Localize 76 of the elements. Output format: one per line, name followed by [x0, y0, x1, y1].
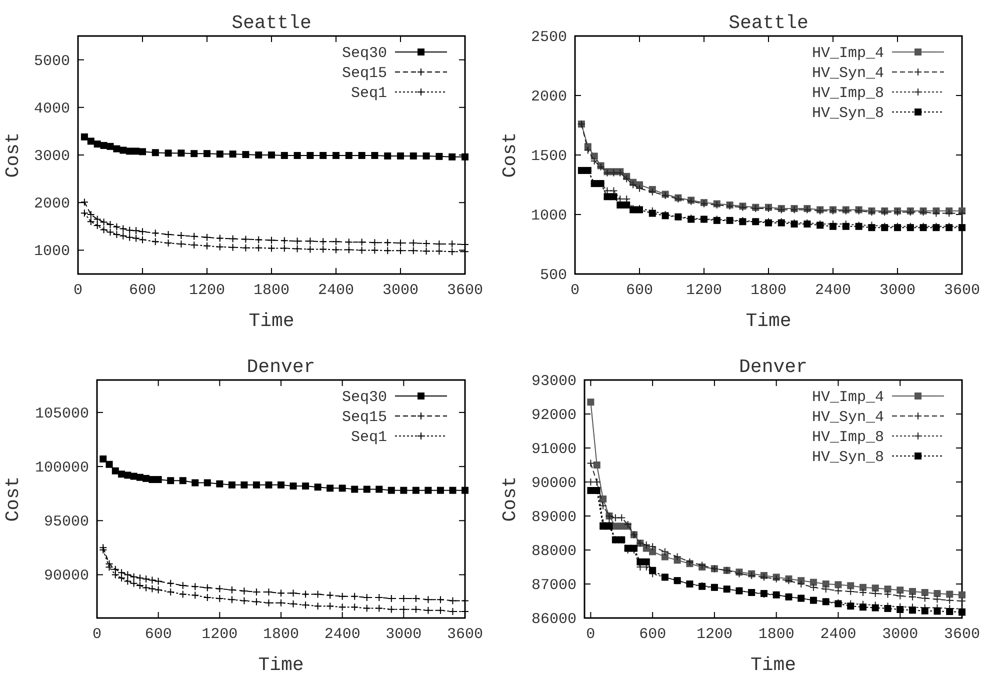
- x-axis-title: Time: [750, 654, 796, 676]
- legend-label: Seq1: [350, 85, 387, 102]
- y-tick-label: 92000: [531, 407, 576, 424]
- x-tick-label: 1800: [253, 282, 290, 299]
- y-tick-label: 100000: [34, 460, 89, 477]
- chart-title: Denver: [246, 356, 316, 378]
- y-tick-label: 2000: [530, 88, 567, 106]
- x-tick-label: 2400: [820, 626, 856, 643]
- y-tick-label: 1000: [530, 208, 567, 224]
- legend-label: HV_Syn_4: [812, 65, 884, 82]
- x-tick-label: 2400: [814, 282, 852, 299]
- y-tick-label: 90000: [44, 568, 89, 585]
- x-tick-label: 1200: [686, 282, 722, 299]
- y-tick-label: 91000: [531, 441, 576, 458]
- y-tick-label: 3000: [34, 148, 70, 165]
- y-tick-label: 87000: [531, 577, 576, 594]
- y-tick-label: 2500: [530, 29, 567, 46]
- x-tick-label: 600: [144, 626, 172, 643]
- legend-label: Seq15: [342, 409, 387, 426]
- y-tick-label: 5000: [34, 52, 70, 70]
- legend-label: Seq15: [342, 65, 387, 82]
- x-tick-label: 3000: [386, 626, 422, 643]
- x-tick-label: 0: [73, 282, 83, 299]
- x-tick-label: 0: [92, 626, 102, 643]
- x-tick-label: 3600: [944, 282, 980, 299]
- y-tick-label: 105000: [34, 405, 89, 422]
- x-tick-label: 1800: [750, 282, 787, 299]
- y-axis-title: Cost: [499, 132, 521, 178]
- y-tick-label: 1500: [530, 148, 567, 165]
- chart-title: Seattle: [232, 12, 312, 34]
- legend-label: HV_Imp_4: [812, 389, 884, 406]
- chart-title: Denver: [739, 356, 808, 378]
- x-tick-label: 0: [586, 626, 596, 643]
- x-tick-label: 600: [639, 626, 666, 643]
- x-tick-label: 1200: [696, 626, 732, 643]
- x-tick-label: 3600: [944, 626, 980, 643]
- legend-label: Seq30: [342, 45, 387, 62]
- x-tick-label: 2400: [318, 282, 354, 299]
- x-tick-label: 3000: [879, 282, 916, 299]
- x-tick-label: 1200: [202, 626, 238, 643]
- y-tick-label: 88000: [531, 543, 576, 560]
- x-tick-label: 1800: [262, 626, 300, 643]
- y-tick-label: 95000: [44, 514, 89, 531]
- legend-label: HV_Imp_8: [812, 429, 884, 446]
- x-tick-label: 600: [626, 282, 654, 299]
- y-tick-label: 2000: [34, 196, 70, 213]
- legend-label: Seq30: [342, 389, 387, 406]
- y-tick-label: 500: [540, 267, 567, 284]
- x-tick-label: 1800: [758, 626, 794, 643]
- y-tick-label: 89000: [531, 509, 576, 526]
- x-axis-title: Time: [258, 654, 304, 676]
- x-tick-label: 0: [570, 282, 580, 299]
- legend-label: HV_Syn_8: [812, 449, 884, 466]
- chart-title: Seattle: [728, 12, 808, 34]
- y-tick-label: 1000: [34, 243, 70, 260]
- y-axis-title: Cost: [2, 476, 24, 522]
- legend-label: Seq1: [350, 429, 387, 446]
- legend-label: HV_Imp_8: [812, 85, 884, 102]
- y-tick-label: 93000: [531, 373, 576, 390]
- x-axis-title: Time: [248, 310, 294, 332]
- x-tick-label: 3600: [446, 282, 484, 299]
- x-tick-label: 3600: [446, 626, 484, 643]
- x-tick-label: 3000: [382, 282, 419, 299]
- x-tick-label: 600: [128, 282, 156, 299]
- legend-label: HV_Imp_4: [812, 45, 884, 62]
- x-axis-title: Time: [746, 310, 792, 332]
- y-tick-label: 90000: [531, 475, 576, 492]
- y-tick-label: 86000: [531, 611, 576, 628]
- y-axis-title: Cost: [499, 476, 521, 522]
- y-axis-title: Cost: [2, 132, 24, 178]
- y-tick-label: 4000: [34, 100, 70, 118]
- legend-label: HV_Syn_4: [812, 409, 884, 426]
- x-tick-label: 2400: [324, 626, 360, 643]
- x-tick-label: 3000: [882, 626, 918, 643]
- legend-label: HV_Syn_8: [812, 105, 884, 122]
- x-tick-label: 1200: [188, 282, 226, 299]
